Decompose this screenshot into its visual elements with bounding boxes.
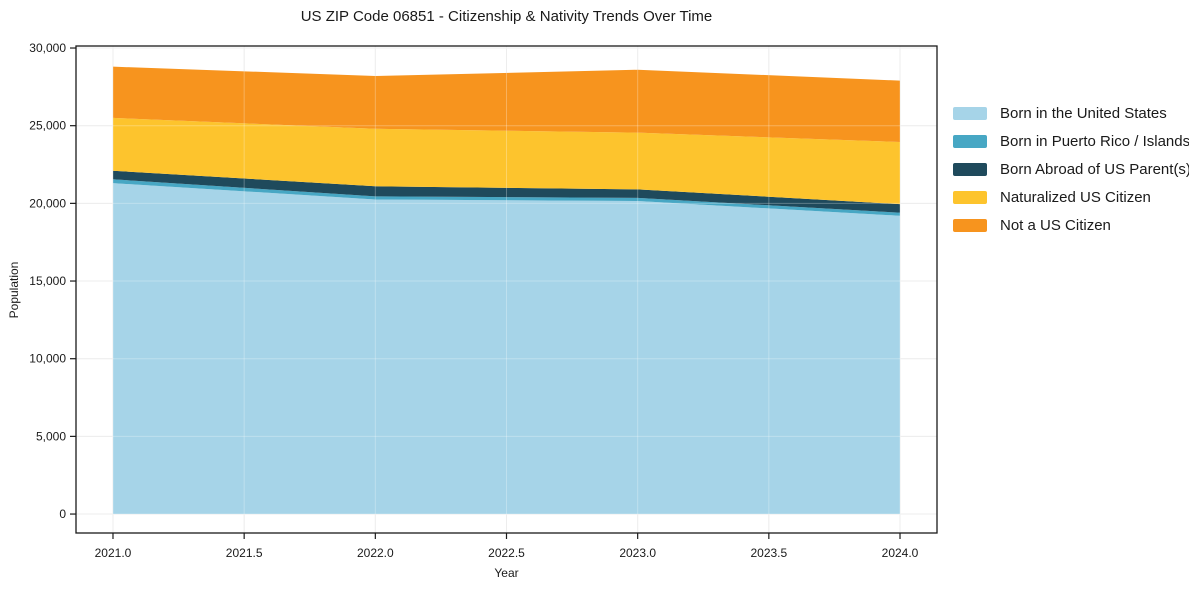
y-axis-label: Population <box>7 261 21 319</box>
area-series-3 <box>112 117 901 205</box>
x-tick-label: 2024.0 <box>882 546 919 560</box>
y-tick-label: 5,000 <box>36 429 66 443</box>
legend-label: Born Abroad of US Parent(s) <box>1000 160 1189 178</box>
chart-title: US ZIP Code 06851 - Citizenship & Nativi… <box>300 8 713 25</box>
stacked-areas <box>112 66 901 515</box>
legend-label: Born in Puerto Rico / Islands <box>1000 132 1189 150</box>
x-tick-label: 2023.5 <box>750 546 787 560</box>
x-tick-label: 2023.0 <box>619 546 656 560</box>
y-tick-label: 30,000 <box>29 41 66 55</box>
y-tick-label: 25,000 <box>29 119 66 133</box>
x-axis-label: Year <box>494 566 519 580</box>
x-tick-label: 2021.0 <box>95 546 132 560</box>
y-tick-label: 15,000 <box>29 274 66 288</box>
area-series-1 <box>112 179 901 216</box>
y-tick-label: 10,000 <box>29 352 66 366</box>
legend-item: Naturalized US Citizen <box>953 183 1189 211</box>
legend-swatch <box>953 162 987 176</box>
legend: Born in the United States Born in Puerto … <box>953 99 1189 239</box>
x-tick-label: 2022.0 <box>357 546 394 560</box>
legend-label: Not a US Citizen <box>1000 216 1111 234</box>
area-series-0 <box>112 183 901 515</box>
legend-label: Born in the United States <box>1000 104 1167 122</box>
x-tick-label: 2021.5 <box>226 546 263 560</box>
y-tick-label: 20,000 <box>29 196 66 210</box>
legend-swatch <box>953 106 987 120</box>
y-axis-ticks: 0 5,000 10,000 15,000 20,000 25,000 30,000 <box>29 41 76 521</box>
legend-item: Born in Puerto Rico / Islands <box>953 127 1189 155</box>
x-tick-label: 2022.5 <box>488 546 525 560</box>
legend-label: Naturalized US Citizen <box>1000 188 1151 206</box>
gridlines-overlay <box>76 46 937 533</box>
legend-swatch <box>953 190 987 204</box>
x-axis-ticks: 2021.0 2021.5 2022.0 2022.5 2023.0 2023.5 2024… <box>95 533 919 560</box>
legend-swatch <box>953 218 987 232</box>
legend-item: Not a US Citizen <box>953 211 1189 239</box>
legend-item: Born in the United States <box>953 99 1189 127</box>
y-tick-label: 0 <box>59 507 66 521</box>
area-series-2 <box>112 170 901 213</box>
area-series-4 <box>112 66 901 143</box>
legend-swatch <box>953 134 987 148</box>
legend-item: Born Abroad of US Parent(s) <box>953 155 1189 183</box>
